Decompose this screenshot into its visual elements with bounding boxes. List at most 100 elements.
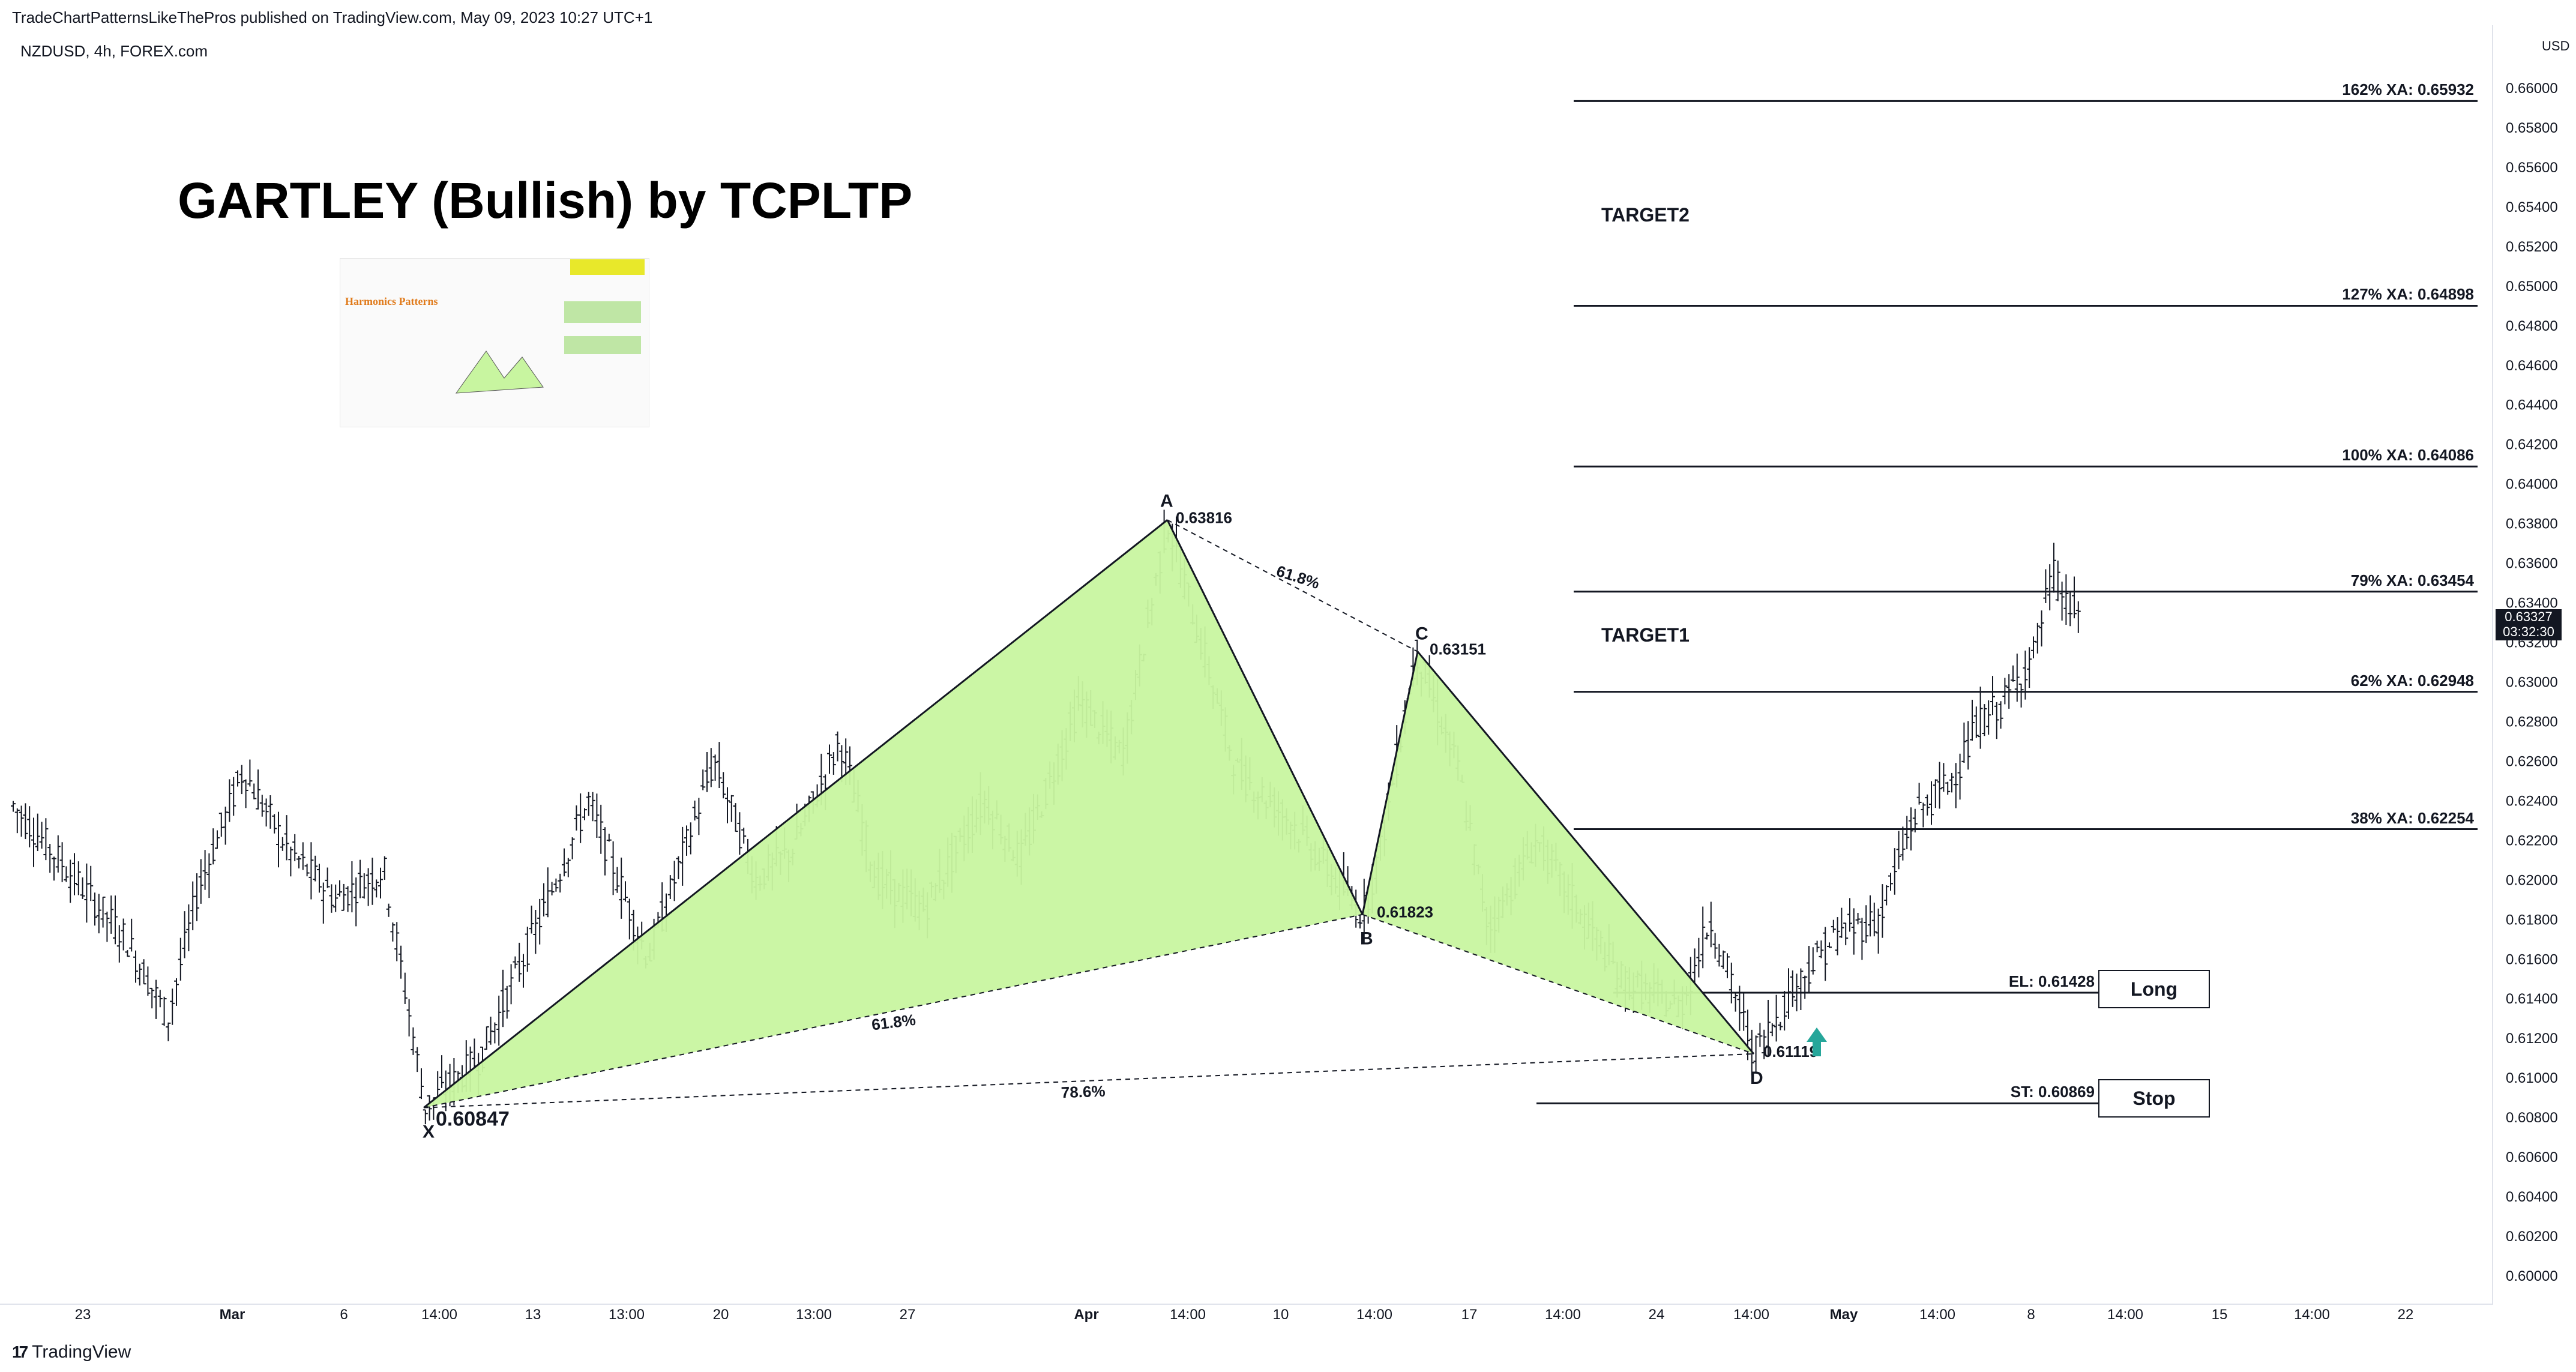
fib-level-label: 38% XA: 0.62254 [2350, 808, 2474, 827]
ohlc-bar [288, 846, 293, 877]
gartley-pattern: 61.8%61.8%78.6%X0.60847A0.63816B0.61823C… [423, 491, 1827, 1142]
time-tick-label: 8 [2027, 1307, 2035, 1323]
ohlc-bar [292, 834, 298, 861]
ohlc-bar [578, 793, 583, 843]
time-tick-label: 27 [900, 1307, 916, 1323]
ohlc-bar [717, 742, 722, 788]
ohlc-bar [170, 988, 175, 1025]
ohlc-bar [2063, 574, 2069, 625]
price-tick-label: 0.60200 [2506, 1229, 2558, 1245]
ohlc-bar [1762, 1029, 1767, 1059]
ohlc-bar [280, 837, 285, 851]
ohlc-bar [2014, 653, 2020, 702]
ohlc-bar [116, 925, 122, 963]
ohlc-bar [1782, 991, 1787, 1031]
ohlc-bar [23, 803, 28, 840]
ratio-ac-label: 61.8% [1274, 562, 1322, 592]
ohlc-bar [345, 886, 351, 912]
buy-arrow-icon [1807, 1027, 1827, 1056]
time-tick-label: 14:00 [1919, 1307, 1955, 1323]
ohlc-bar [1766, 999, 1771, 1056]
price-tick-label: 0.60600 [2506, 1149, 2558, 1166]
pattern-leg [1361, 651, 1419, 915]
ohlc-bar [672, 861, 677, 901]
ohlc-bar [529, 905, 534, 934]
long-button[interactable]: Long [2098, 970, 2210, 1008]
stop-level-label: ST: 0.60869 [2010, 1083, 2095, 1101]
entry-level-label: EL: 0.61428 [2008, 972, 2095, 990]
time-tick-label: 17 [1461, 1307, 1478, 1323]
ohlc-bar [839, 745, 844, 783]
ohlc-bar [394, 922, 400, 961]
price-tick-label: 0.60000 [2506, 1268, 2558, 1284]
symbol-info[interactable]: NZDUSD, 4h, FOREX.com [20, 42, 208, 60]
ohlc-bar [337, 880, 342, 897]
ohlc-bar [1819, 940, 1824, 958]
ohlc-bar [553, 878, 559, 892]
ohlc-bar [276, 811, 281, 868]
ohlc-bar [149, 987, 155, 1009]
ohlc-bar [545, 867, 550, 918]
ohlc-bar [2059, 582, 2065, 621]
ohlc-bar [1945, 781, 1951, 795]
ohlc-bar [558, 873, 563, 893]
ohlc-bar [349, 861, 355, 913]
ohlc-bar [382, 856, 387, 880]
ohlc-bar [113, 895, 118, 945]
ohlc-bar [411, 1027, 416, 1055]
ohlc-bar [2072, 576, 2077, 619]
ohlc-bar [594, 793, 600, 838]
ohlc-bar [1937, 762, 1942, 809]
ohlc-bar [1778, 1021, 1783, 1031]
ohlc-bar [562, 848, 567, 877]
ohlc-bar [1807, 946, 1811, 993]
ohlc-bar [1921, 802, 1926, 828]
ohlc-bar [96, 894, 101, 934]
price-tick-label: 0.62200 [2506, 832, 2558, 849]
ohlc-bar [11, 801, 16, 812]
target2-label: TARGET2 [1601, 204, 1690, 226]
ohlc-bar [2018, 683, 2024, 708]
pattern-point-x: X [423, 1122, 435, 1142]
ohlc-bar [35, 813, 40, 852]
ohlc-bar [317, 864, 322, 893]
ohlc-bar [549, 882, 555, 895]
tradingview-logo[interactable]: 17 TradingView [12, 1342, 131, 1362]
ohlc-bar [712, 754, 718, 781]
ohlc-bar [2006, 674, 2012, 709]
pattern-price-x: 0.60847 [436, 1108, 510, 1131]
ohlc-bar [733, 803, 738, 832]
price-tick-label: 0.65800 [2506, 120, 2558, 136]
ohlc-bar [574, 805, 579, 831]
stop-button[interactable]: Stop [2098, 1079, 2210, 1118]
pattern-price-c: 0.63151 [1430, 640, 1486, 658]
ohlc-bar [55, 835, 61, 873]
ohlc-bar [325, 867, 330, 888]
ohlc-bar [508, 964, 514, 1005]
price-tick-label: 0.65400 [2506, 199, 2558, 215]
xab-triangle [424, 520, 1362, 1108]
ohlc-bar [296, 855, 301, 868]
chart-title: GARTLEY (Bullish) by TCPLTP [178, 172, 913, 229]
ohlc-bar [194, 873, 199, 921]
ohlc-bar [1786, 968, 1791, 1019]
ohlc-bar [1941, 763, 1946, 792]
ohlc-bar [472, 1038, 477, 1068]
ohlc-bar [174, 978, 179, 1006]
ohlc-bar [1868, 895, 1873, 937]
ohlc-bar [615, 867, 620, 893]
ohlc-bar [1929, 781, 1934, 825]
ohlc-bar [586, 792, 591, 816]
ohlc-bar [1729, 962, 1734, 1003]
ohlc-bar [1823, 927, 1828, 981]
ohlc-bar [121, 918, 126, 951]
ohlc-bar [1876, 908, 1881, 954]
ohlc-bar [737, 812, 742, 855]
ohlc-bar [386, 903, 391, 917]
ohlc-bar [218, 812, 224, 837]
ohlc-bar [603, 827, 607, 876]
ohlc-bar [1774, 994, 1779, 1042]
ohlc-bar [1994, 702, 1999, 739]
thumbnail-green-band [564, 336, 641, 354]
